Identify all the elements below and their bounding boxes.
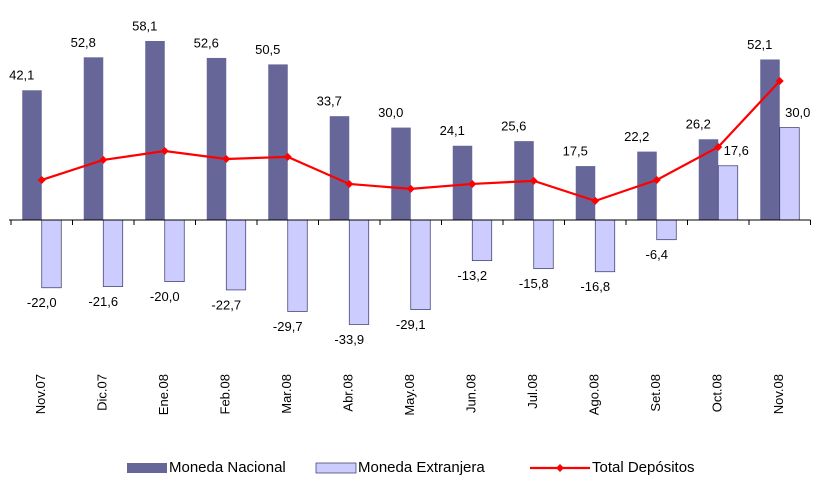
bar: [717, 165, 739, 221]
bar: [656, 219, 677, 241]
value-label: -29,7: [273, 319, 303, 334]
legend-label: Total Depósitos: [592, 459, 695, 476]
bar: [348, 219, 370, 325]
value-label: -15,8: [519, 276, 549, 291]
value-label: 17,6: [724, 143, 749, 158]
x-tick-label: Mar.08: [279, 374, 294, 414]
legend-swatch: [127, 463, 167, 473]
value-label: 52,8: [71, 35, 96, 50]
value-label: 42,1: [9, 68, 34, 83]
x-tick-label: Ene.08: [156, 374, 171, 415]
legend-swatch: [315, 462, 357, 474]
legend-label: Moneda Nacional: [169, 459, 286, 476]
legend-marker: [556, 464, 564, 472]
bar: [83, 57, 104, 221]
bar: [206, 57, 227, 221]
value-label: -13,2: [457, 268, 487, 283]
value-label: 52,6: [194, 35, 219, 50]
marker: [222, 154, 231, 163]
value-label: -22,0: [27, 295, 57, 310]
x-tick-label: Abr.08: [341, 374, 356, 412]
value-label: 52,1: [747, 37, 772, 52]
x-tick-label: Set.08: [648, 374, 663, 412]
bar: [452, 145, 473, 220]
marker: [283, 152, 292, 161]
value-label: 24,1: [440, 123, 465, 138]
value-label: -16,8: [580, 279, 610, 294]
x-tick-label: Nov.07: [33, 374, 48, 414]
marker: [714, 142, 723, 151]
bar: [760, 59, 780, 221]
bar: [41, 219, 62, 289]
value-label: -22,7: [211, 297, 241, 312]
value-label: -21,6: [88, 294, 118, 309]
x-tick-label: Nov.08: [771, 374, 786, 414]
bar: [779, 127, 800, 221]
bar: [164, 219, 185, 282]
marker: [37, 175, 46, 184]
legend-label: Moneda Extranjera: [358, 459, 485, 476]
bar: [533, 219, 554, 270]
value-label: 17,5: [563, 144, 588, 159]
x-tick-label: Jul.08: [525, 374, 540, 409]
bar: [637, 151, 657, 220]
marker: [468, 179, 477, 188]
marker: [775, 77, 784, 86]
bar: [594, 219, 616, 273]
bar: [410, 219, 431, 311]
value-label: 58,1: [132, 18, 157, 33]
value-label: 50,5: [255, 42, 280, 57]
x-tick-label: Oct.08: [710, 374, 725, 412]
bar: [287, 219, 308, 312]
marker: [591, 196, 600, 205]
bar: [391, 127, 411, 220]
marker: [160, 146, 169, 155]
value-label: 33,7: [317, 94, 342, 109]
bar: [268, 64, 288, 221]
bar: [698, 139, 719, 220]
x-tick-label: Ago.08: [587, 374, 602, 415]
value-label: 22,2: [624, 129, 649, 144]
value-label: 30,0: [378, 105, 403, 120]
value-label: -6,4: [646, 247, 668, 262]
marker: [99, 155, 108, 164]
value-label: -29,1: [396, 317, 426, 332]
value-label: 30,0: [785, 105, 810, 120]
value-label: 26,2: [686, 117, 711, 132]
bar: [471, 219, 493, 262]
bar: [102, 219, 124, 287]
marker: [345, 179, 354, 188]
x-tick-label: May.08: [402, 374, 417, 416]
x-tick-label: Dic.07: [95, 374, 110, 411]
bar: [22, 90, 42, 221]
bar: [575, 166, 596, 220]
x-tick-label: Jun.08: [464, 374, 479, 413]
value-label: -33,9: [334, 332, 364, 347]
value-label: 25,6: [501, 119, 526, 134]
bar: [145, 41, 165, 220]
marker: [406, 184, 415, 193]
marker: [529, 176, 538, 185]
bar: [225, 219, 247, 291]
bar: [329, 116, 350, 220]
x-tick-label: Feb.08: [218, 374, 233, 414]
marker: [652, 175, 661, 184]
value-label: -20,0: [150, 289, 180, 304]
